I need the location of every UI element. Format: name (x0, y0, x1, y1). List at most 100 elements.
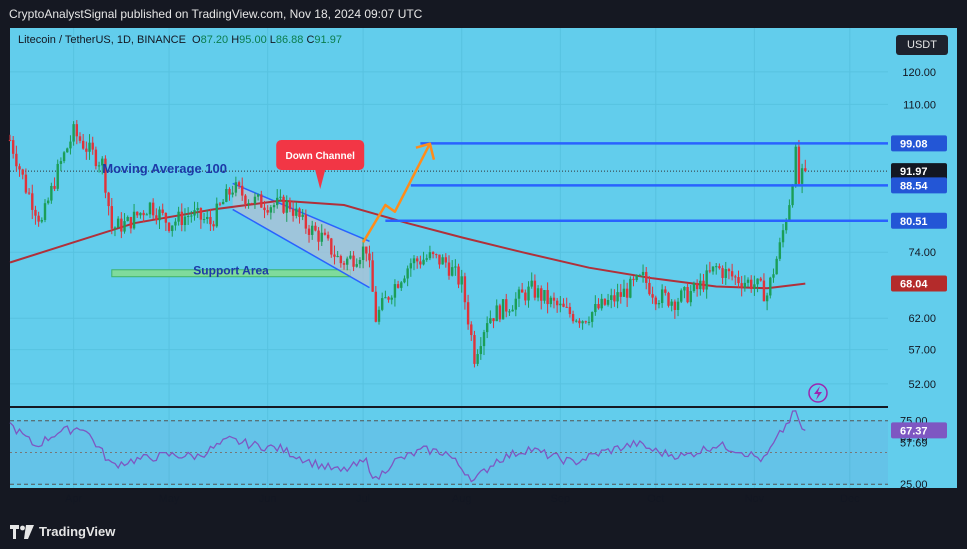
candle-body (142, 212, 145, 216)
candle-body (804, 168, 807, 172)
candle-body (762, 280, 766, 302)
candle-body (400, 282, 403, 288)
candle-body (21, 169, 24, 175)
moving-average-label: Moving Average 100 (102, 161, 227, 176)
lightning-bolt-icon (814, 386, 822, 400)
candle-body (527, 286, 530, 301)
candle-body (256, 194, 260, 197)
candle-body (260, 194, 263, 208)
candle-body (314, 225, 317, 231)
candle-body (657, 303, 661, 305)
candle-body (489, 318, 492, 324)
candle-body (167, 222, 171, 232)
candle-body (511, 309, 514, 312)
candle-body (737, 277, 740, 284)
candle-body (196, 207, 199, 211)
close-value: 91.97 (314, 34, 342, 46)
candle-body (336, 256, 339, 258)
candle-body (629, 278, 632, 298)
candle-body (97, 165, 101, 167)
candle-body (377, 309, 381, 322)
candle-body (524, 292, 527, 301)
candle-body (62, 152, 66, 162)
price-badge (891, 275, 947, 292)
candle-body (549, 297, 552, 305)
candle-body (711, 266, 715, 272)
candle-body (244, 195, 247, 205)
candle-body (476, 354, 479, 364)
x-tick-label: Aug (452, 493, 472, 505)
price-badge-label: 88.54 (900, 180, 928, 192)
candle-body (498, 305, 502, 320)
candle-body (307, 228, 311, 235)
candle-body (228, 188, 231, 195)
candle-body (355, 264, 358, 267)
candle-body (333, 254, 336, 257)
candle-body (403, 278, 406, 283)
down-channel-fill (232, 183, 370, 288)
candle-body (419, 261, 422, 265)
candle-body (132, 211, 136, 229)
candle-body (59, 161, 63, 164)
candle-body (298, 208, 301, 217)
candle-body (158, 209, 161, 221)
currency-unit-button[interactable]: USDT (896, 35, 948, 55)
candle-body (625, 288, 629, 298)
candle-body (8, 139, 12, 141)
candle-body (352, 255, 355, 267)
candle-body (116, 218, 120, 228)
price-axis-pane (888, 28, 957, 488)
candle-body (320, 232, 323, 242)
candle-body (530, 280, 533, 287)
candle-body (578, 320, 581, 324)
low-value: 86.88 (275, 34, 304, 46)
candle-body (441, 257, 444, 265)
candle-body (495, 305, 498, 322)
candle-body (724, 269, 727, 278)
x-tick-label: Sep (551, 493, 571, 505)
projection-arrow (362, 143, 432, 243)
candle-body (221, 201, 225, 205)
candle-body (431, 252, 435, 255)
candle-body (126, 217, 129, 222)
candle-body (501, 299, 505, 320)
candle-body (708, 270, 712, 272)
candle-body (291, 209, 295, 216)
candle-body (654, 297, 657, 305)
down-channel-callout (276, 140, 365, 171)
projection-arrow-head (415, 142, 436, 160)
tradingview-brand: TradingView (39, 524, 116, 539)
candle-body (800, 168, 804, 184)
price-badge (891, 212, 947, 229)
candle-body (645, 271, 648, 283)
open-value: 87.20 (200, 34, 229, 46)
candle-body (422, 259, 425, 265)
candle-body (613, 295, 616, 302)
close-label: C (306, 34, 315, 46)
candle-body (393, 284, 397, 298)
candle-body (11, 140, 15, 154)
candle-body (171, 225, 174, 232)
candle-body (457, 266, 460, 285)
candle-body (50, 185, 53, 201)
y-tick-label: 110.00 (903, 99, 936, 111)
candle-body (765, 295, 769, 302)
candle-body (562, 303, 565, 307)
candle-body (575, 320, 578, 322)
candle-body (740, 283, 743, 288)
candle-body (120, 218, 123, 232)
candle-body (571, 314, 575, 322)
candle-body (705, 270, 708, 290)
high-value: 95.00 (239, 34, 267, 46)
candle-body (590, 312, 594, 322)
x-tick-label: Apr (65, 493, 82, 505)
tradingview-logo[interactable]: TradingView (10, 524, 115, 539)
candle-body (485, 323, 489, 333)
symbol-legend: Litecoin / TetherUS, 1D, BINANCE O87.20 … (18, 34, 342, 46)
publish-bar: CryptoAnalystSignal published on Trading… (0, 0, 967, 28)
candle-body (788, 205, 791, 221)
candle-body (794, 146, 797, 187)
candle-body (374, 291, 378, 322)
low-label: L (269, 34, 276, 46)
